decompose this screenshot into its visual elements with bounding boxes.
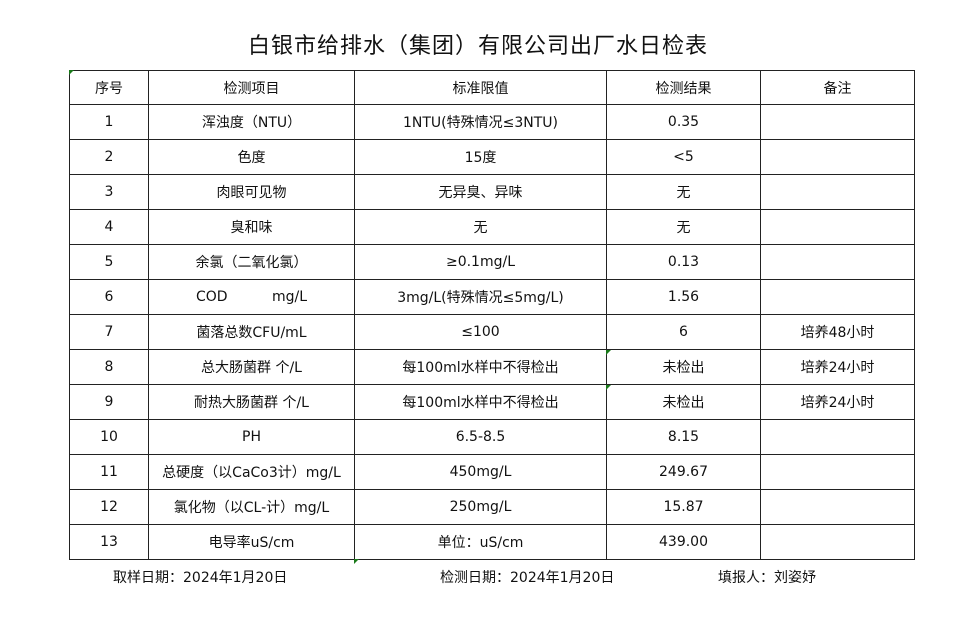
header-cell[interactable]: 检测结果 — [606, 70, 761, 105]
cell-limit[interactable]: 15度 — [354, 139, 607, 175]
cell-item[interactable]: 总硬度（以CaCo3计）mg/L — [148, 454, 355, 490]
cell-result[interactable]: 439.00 — [606, 524, 761, 560]
table-row: 5 余氯（二氧化氯） ≥0.1mg/L 0.13 — [69, 244, 915, 280]
cell-comment-marker — [606, 350, 611, 355]
cell-item[interactable]: 耐热大肠菌群 个/L — [148, 384, 355, 420]
table-row: 4 臭和味无无 — [69, 209, 915, 245]
table-row: 13 电导率uS/cm 单位：uS/cm 439.00 — [69, 524, 915, 560]
table-header-row: 序号 检测项目 标准限值 检测结果 备注 — [69, 70, 915, 105]
sample-date: 取样日期：2024年1月20日 — [113, 570, 288, 586]
cell-limit[interactable]: 250mg/L — [354, 489, 607, 525]
cell-item[interactable]: PH — [148, 419, 355, 455]
cell-index[interactable]: 11 — [69, 454, 149, 490]
cell-index[interactable]: 10 — [69, 419, 149, 455]
inspection-table: 序号 检测项目 标准限值 检测结果 备注 1 浑浊度（NTU） 1NTU(特殊情况≤… — [69, 70, 915, 560]
cell-index[interactable]: 13 — [69, 524, 149, 560]
cell-result[interactable]: 8.15 — [606, 419, 761, 455]
table-row: 3 肉眼可见物 无异臭、异味无 — [69, 174, 915, 210]
cell-item[interactable]: 色度 — [148, 139, 355, 175]
table-row: 2 色度 15度 <5 — [69, 139, 915, 175]
page-title: 白银市给排水（集团）有限公司出厂水日检表 — [247, 34, 708, 59]
cell-result[interactable]: 6 — [606, 314, 761, 350]
cell-remark[interactable] — [760, 524, 915, 560]
cell-index[interactable]: 1 — [69, 104, 149, 140]
cell-limit[interactable]: 1NTU(特殊情况≤3NTU) — [354, 104, 607, 140]
cell-result[interactable]: 无 — [606, 174, 761, 210]
cell-result[interactable]: 1.56 — [606, 279, 761, 315]
cell-remark[interactable] — [760, 244, 915, 280]
cell-index[interactable]: 2 — [69, 139, 149, 175]
cell-result[interactable]: 15.87 — [606, 489, 761, 525]
table-row: 6 COD mg/L 3mg/L(特殊情况≤5mg/L) 1.56 — [69, 279, 915, 315]
cell-index[interactable]: 12 — [69, 489, 149, 525]
cell-remark[interactable] — [760, 454, 915, 490]
header-cell[interactable]: 序号 — [69, 70, 149, 105]
cell-limit[interactable]: 每100ml水样中不得检出 — [354, 349, 607, 385]
cell-item[interactable]: 臭和味 — [148, 209, 355, 245]
cell-index[interactable]: 9 — [69, 384, 149, 420]
cell-result[interactable]: <5 — [606, 139, 761, 175]
cell-remark[interactable] — [760, 279, 915, 315]
cell-item[interactable]: 余氯（二氧化氯） — [148, 244, 355, 280]
cell-index[interactable]: 6 — [69, 279, 149, 315]
cell-item[interactable]: 总大肠菌群 个/L — [148, 349, 355, 385]
cell-limit[interactable]: ≤100 — [354, 314, 607, 350]
cell-remark[interactable] — [760, 419, 915, 455]
cell-result[interactable]: 249.67 — [606, 454, 761, 490]
cell-limit[interactable]: 无 — [354, 209, 607, 245]
header-cell[interactable]: 标准限值 — [354, 70, 607, 105]
cell-index[interactable]: 4 — [69, 209, 149, 245]
cell-comment-marker — [606, 385, 611, 390]
cell-remark[interactable]: 培养24小时 — [760, 349, 915, 385]
cell-comment-marker — [354, 559, 359, 564]
cell-item[interactable]: 肉眼可见物 — [148, 174, 355, 210]
cell-result[interactable]: 未检出 — [606, 349, 761, 385]
cell-remark[interactable]: 培养24小时 — [760, 384, 915, 420]
cell-result[interactable]: 无 — [606, 209, 761, 245]
table-row: 8 总大肠菌群 个/L 每100ml水样中不得检出 未检出 培养24小时 — [69, 349, 915, 385]
header-cell[interactable]: 备注 — [760, 70, 915, 105]
cell-remark[interactable] — [760, 209, 915, 245]
table-row: 9 耐热大肠菌群 个/L 每100ml水样中不得检出 未检出 培养24小时 — [69, 384, 915, 420]
cell-item[interactable]: COD mg/L — [148, 279, 355, 315]
test-date: 检测日期：2024年1月20日 — [440, 570, 615, 586]
cell-item[interactable]: 氯化物（以CL-计）mg/L — [148, 489, 355, 525]
cell-result[interactable]: 0.13 — [606, 244, 761, 280]
cell-remark[interactable] — [760, 489, 915, 525]
header-cell[interactable]: 检测项目 — [148, 70, 355, 105]
table-row: 7 菌落总数CFU/mL ≤100 6 培养48小时 — [69, 314, 915, 350]
cell-limit[interactable]: ≥0.1mg/L — [354, 244, 607, 280]
cell-limit[interactable]: 每100ml水样中不得检出 — [354, 384, 607, 420]
table-row: 1 浑浊度（NTU） 1NTU(特殊情况≤3NTU) 0.35 — [69, 104, 915, 140]
table-row: 10 PH 6.5-8.5 8.15 — [69, 419, 915, 455]
cell-index[interactable]: 8 — [69, 349, 149, 385]
cell-remark[interactable] — [760, 174, 915, 210]
cell-remark[interactable] — [760, 139, 915, 175]
cell-limit[interactable]: 6.5-8.5 — [354, 419, 607, 455]
reporter: 填报人：刘姿妤 — [718, 570, 816, 586]
table-row: 11 总硬度（以CaCo3计）mg/L 450mg/L 249.67 — [69, 454, 915, 490]
cell-limit[interactable]: 无异臭、异味 — [354, 174, 607, 210]
cell-index[interactable]: 5 — [69, 244, 149, 280]
cell-result[interactable]: 0.35 — [606, 104, 761, 140]
cell-item[interactable]: 菌落总数CFU/mL — [148, 314, 355, 350]
table-row: 12 氯化物（以CL-计）mg/L 250mg/L 15.87 — [69, 489, 915, 525]
cell-item[interactable]: 电导率uS/cm — [148, 524, 355, 560]
cell-limit[interactable]: 450mg/L — [354, 454, 607, 490]
cell-limit[interactable]: 单位：uS/cm — [354, 524, 607, 560]
cell-index[interactable]: 3 — [69, 174, 149, 210]
cell-limit[interactable]: 3mg/L(特殊情况≤5mg/L) — [354, 279, 607, 315]
cell-remark[interactable] — [760, 104, 915, 140]
cell-result[interactable]: 未检出 — [606, 384, 761, 420]
cell-index[interactable]: 7 — [69, 314, 149, 350]
cell-remark[interactable]: 培养48小时 — [760, 314, 915, 350]
cell-comment-marker — [69, 70, 74, 75]
cell-item[interactable]: 浑浊度（NTU） — [148, 104, 355, 140]
